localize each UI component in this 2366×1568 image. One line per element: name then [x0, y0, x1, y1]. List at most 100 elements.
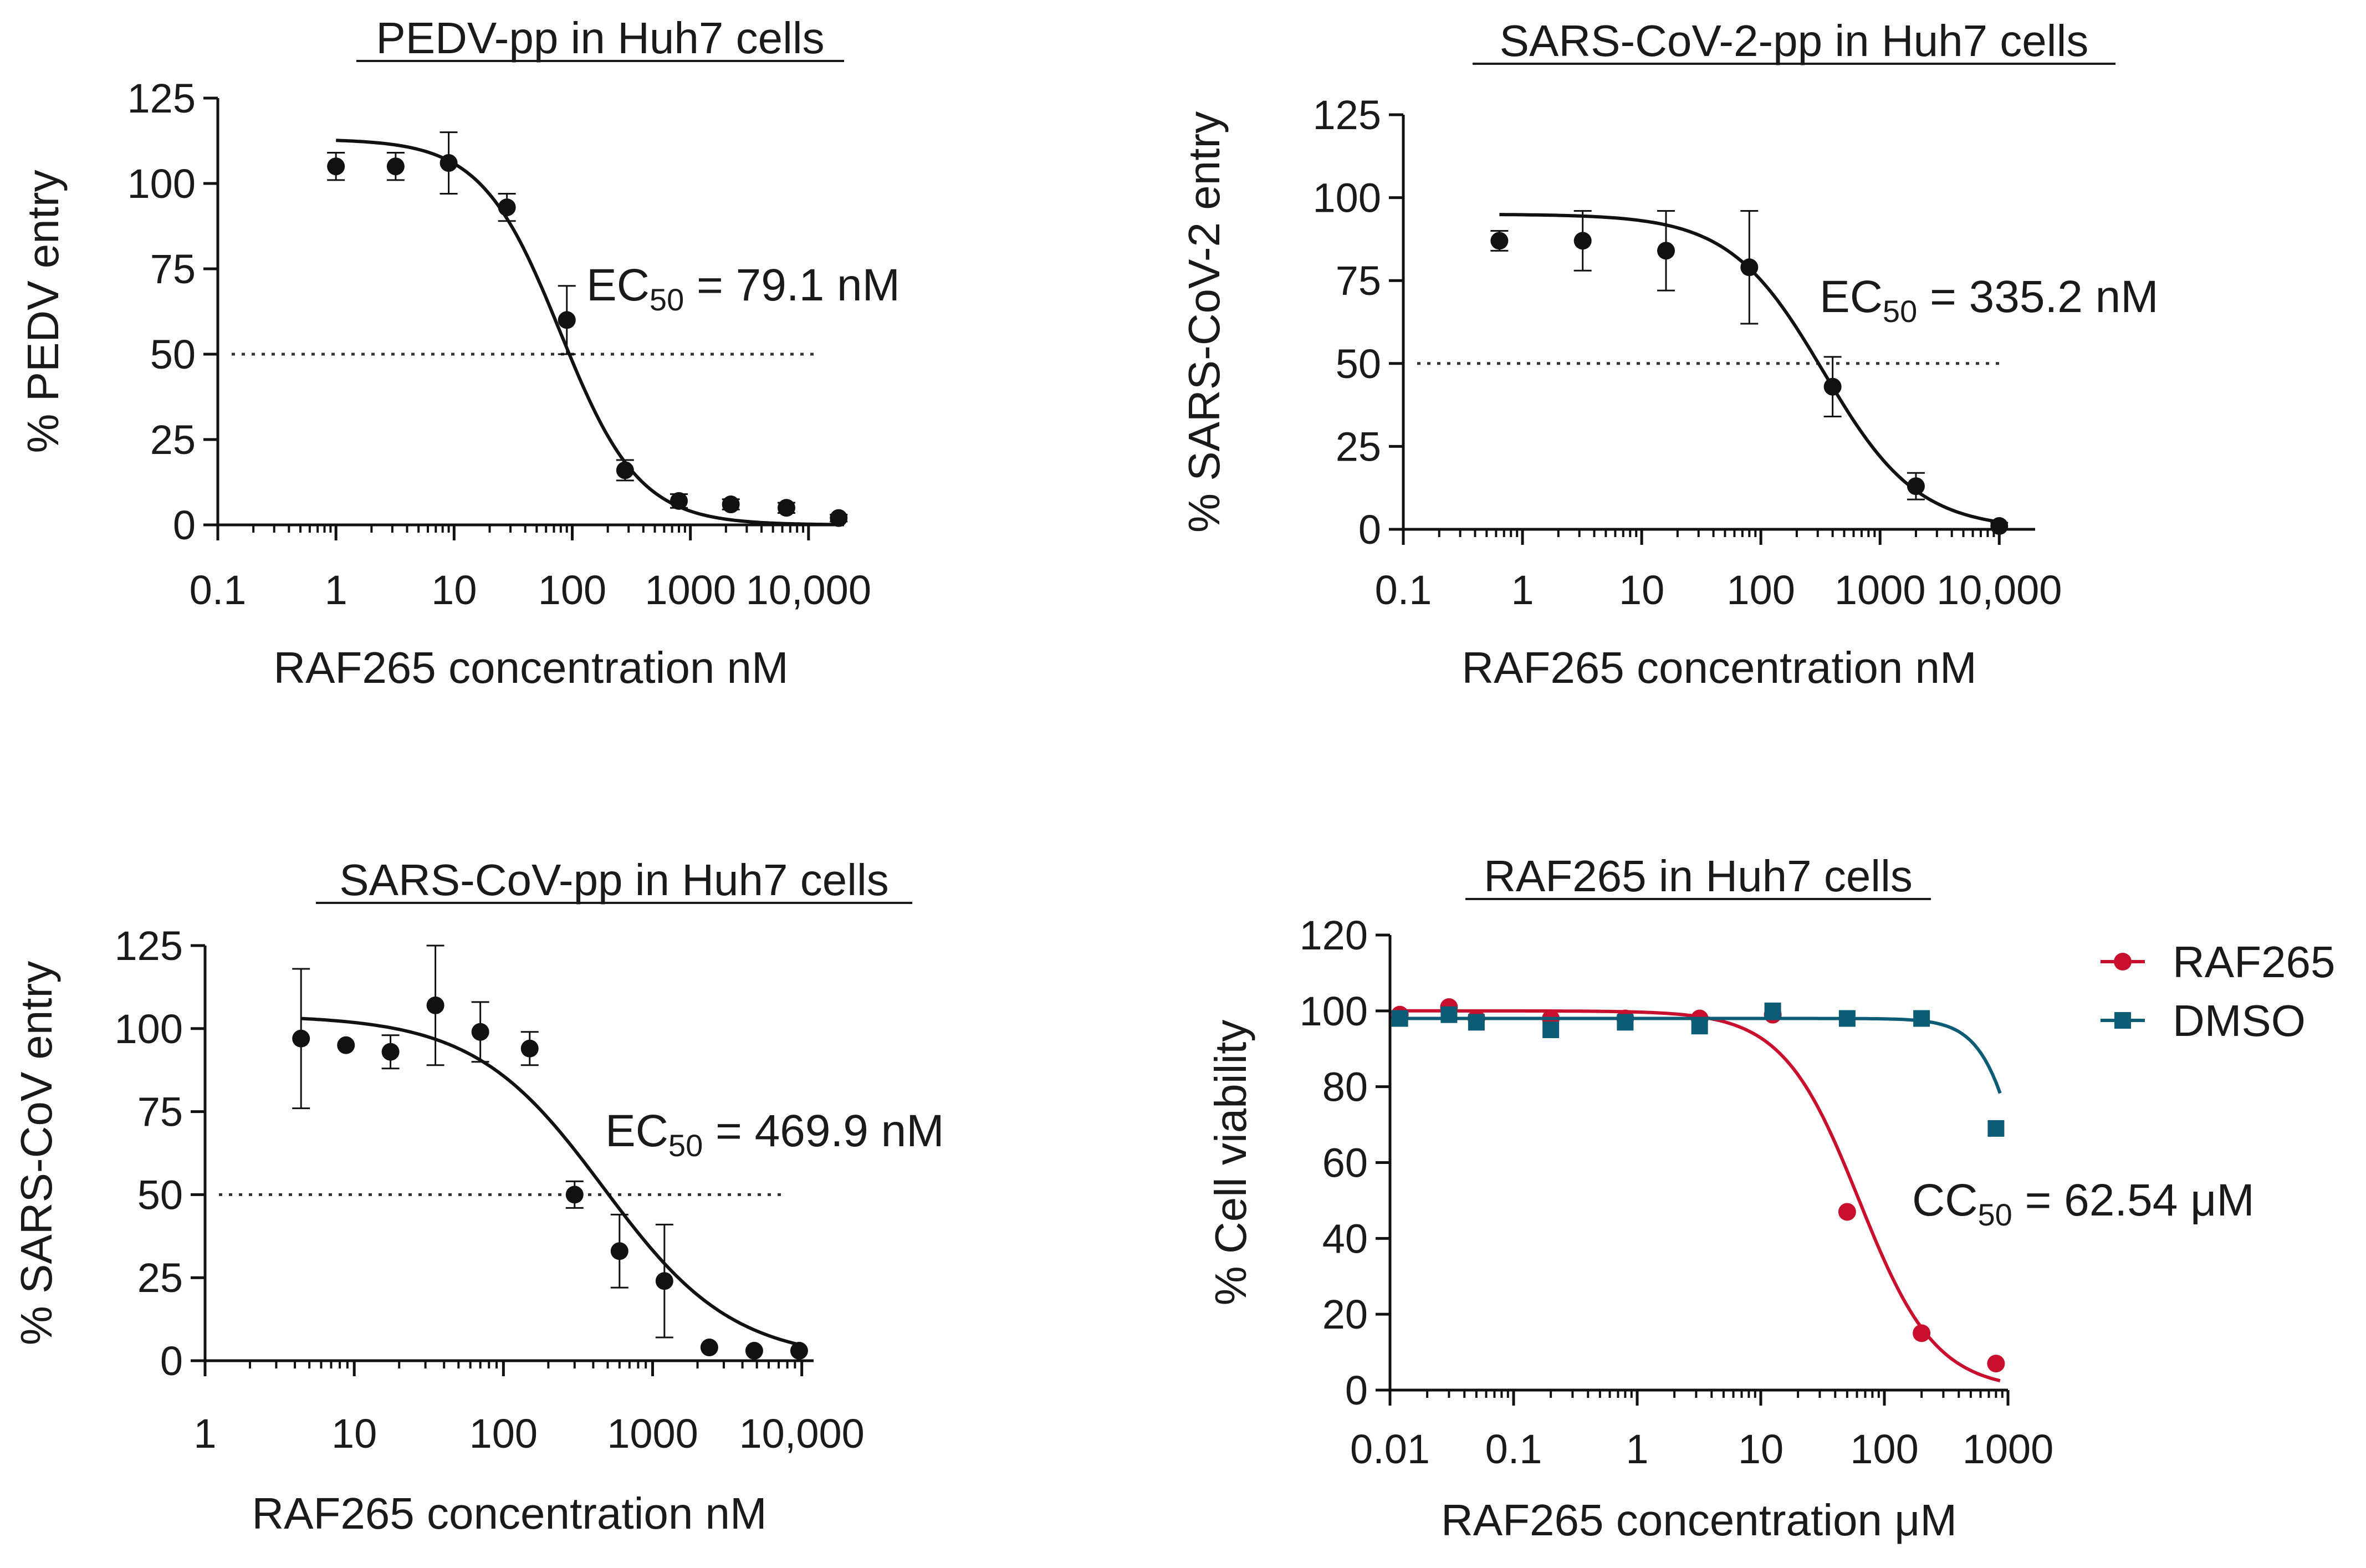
potency-annotation: CC50 = 62.54 μM: [1912, 1175, 2255, 1232]
data-point: [426, 996, 444, 1014]
legend-label: RAF265: [2173, 937, 2335, 987]
x-tick-label: 10,000: [746, 567, 871, 613]
fit-curve-series: [301, 1017, 805, 1347]
data-point: [386, 157, 405, 176]
y-tick-label: 40: [1322, 1215, 1368, 1261]
data-point: [1913, 1010, 1930, 1027]
fit-curve-series: [336, 139, 843, 527]
x-tick-label: 100: [538, 567, 606, 613]
x-tick-label: 10: [1738, 1426, 1784, 1472]
annotation-subscript: 50: [1977, 1197, 2012, 1232]
data-point: [1740, 258, 1759, 277]
y-tick-label: 0: [160, 1338, 183, 1384]
data-point: [1823, 377, 1842, 396]
y-tick-label: 50: [137, 1172, 183, 1218]
data-point: [722, 496, 740, 514]
data-point: [1913, 1324, 1931, 1342]
y-tick-label: 80: [1322, 1064, 1368, 1110]
y-tick-label: 100: [1300, 988, 1368, 1034]
y-axis-label: % SARS-CoV entry: [12, 961, 61, 1346]
y-tick-label: 60: [1322, 1140, 1368, 1186]
x-tick-label: 100: [1850, 1426, 1918, 1472]
fit-curve-raf265: [1399, 1009, 2001, 1383]
y-axis-label: % Cell viability: [1206, 1020, 1255, 1306]
chart-title: SARS-CoV-pp in Huh7 cells: [339, 855, 889, 905]
legend-label: DMSO: [2173, 996, 2306, 1045]
y-tick-label: 25: [137, 1255, 183, 1301]
chart-title: PEDV-pp in Huh7 cells: [376, 13, 824, 63]
y-tick-label: 100: [127, 161, 196, 207]
chart-panel-4: RAF265 in Huh7 cells 0 20 40 60 80 100 120 0.01 0…: [1206, 851, 2335, 1545]
data-point: [700, 1339, 718, 1357]
x-tick-label: 10: [331, 1411, 377, 1457]
data-point: [1907, 477, 1925, 496]
data-point: [1573, 232, 1592, 250]
x-tick-label: 100: [1726, 567, 1795, 613]
x-tick-label: 1000: [1963, 1426, 2054, 1472]
data-point: [610, 1242, 628, 1260]
legend-item-dmso: DMSO: [2101, 996, 2306, 1045]
y-tick-label: 100: [115, 1006, 183, 1052]
y-tick-label: 0: [173, 502, 196, 548]
chart-panel-3: SARS-CoV-pp in Huh7 cells 0 25 50 75 100 125 1 1…: [12, 855, 944, 1538]
x-tick-label: 100: [469, 1411, 538, 1457]
y-tick-label: 50: [1336, 341, 1381, 387]
data-point: [790, 1342, 808, 1360]
x-tick-label: 1: [325, 567, 348, 613]
y-axis-label: % PEDV entry: [18, 170, 68, 453]
data-point: [777, 499, 795, 517]
x-tick-label: 0.1: [190, 567, 247, 613]
data-point: [1542, 1022, 1560, 1039]
data-point: [1391, 1010, 1408, 1027]
x-tick-label: 1: [1626, 1426, 1648, 1472]
data-point: [520, 1039, 539, 1058]
chart-panel-1: PEDV-pp in Huh7 cells 0 25 50 75 100 125 0.1 1 10…: [18, 13, 900, 692]
data-point: [830, 509, 848, 527]
data-point: [670, 492, 688, 510]
x-tick-label: 10: [1619, 567, 1664, 613]
data-point: [655, 1272, 673, 1290]
y-tick-label: 25: [150, 417, 196, 463]
annotation-subscript: 50: [668, 1128, 703, 1163]
potency-annotation: EC50 = 79.1 nM: [586, 260, 900, 317]
data-point: [1468, 1014, 1485, 1031]
data-point: [1657, 242, 1675, 260]
data-point: [558, 311, 576, 329]
x-tick-label: 10,000: [1936, 567, 2062, 613]
y-tick-label: 0: [1345, 1367, 1368, 1413]
y-tick-label: 25: [1336, 423, 1381, 469]
potency-annotation: EC50 = 469.9 nM: [605, 1106, 944, 1163]
y-tick-label: 125: [115, 923, 183, 969]
data-point: [292, 1029, 310, 1048]
y-tick-label: 75: [137, 1089, 183, 1135]
data-point: [471, 1023, 489, 1041]
x-tick-label: 1000: [1834, 567, 1926, 613]
annotation-value: = 62.54 μM: [2012, 1175, 2255, 1225]
annotation-prefix: CC: [1912, 1175, 1977, 1225]
data-point: [1691, 1018, 1708, 1035]
annotation-value: = 79.1 nM: [684, 260, 900, 310]
x-tick-label: 0.1: [1485, 1426, 1542, 1472]
y-tick-label: 75: [1336, 258, 1381, 304]
legend-marker: [2114, 953, 2132, 971]
annotation-value: = 335.2 nM: [1917, 272, 2158, 322]
x-tick-label: 1000: [645, 567, 736, 613]
x-tick-label: 10,000: [739, 1411, 865, 1457]
legend-item-raf265: RAF265: [2101, 937, 2335, 987]
chart-title: SARS-CoV-2-pp in Huh7 cells: [1500, 16, 2089, 65]
data-point: [1987, 1355, 2005, 1373]
annotation-prefix: EC: [1820, 272, 1883, 322]
data-point: [1838, 1010, 1856, 1027]
y-tick-label: 20: [1322, 1291, 1368, 1337]
legend-marker: [2114, 1012, 2131, 1029]
data-point: [1764, 1002, 1781, 1019]
data-point: [381, 1043, 400, 1061]
x-axis-label: RAF265 concentration nM: [252, 1489, 766, 1538]
y-tick-label: 125: [127, 75, 196, 121]
y-axis-label: % SARS-CoV-2 entry: [1179, 111, 1229, 533]
chart-panel-2: SARS-CoV-2-pp in Huh7 cells 0 25 50 75 100 125…: [1179, 16, 2159, 692]
x-tick-label: 0.01: [1350, 1426, 1430, 1472]
x-tick-label: 10: [431, 567, 477, 613]
data-point: [565, 1186, 584, 1204]
